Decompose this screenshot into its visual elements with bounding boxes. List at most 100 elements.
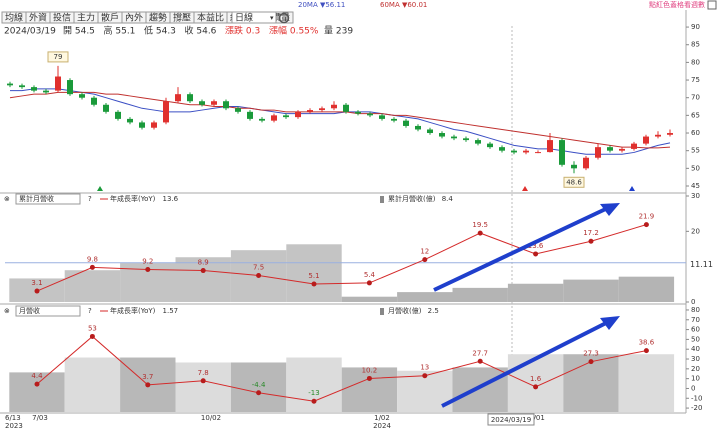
- yoy-label: 38.6: [639, 339, 655, 347]
- candle-body: [259, 118, 265, 121]
- y-tick-label: 60: [691, 326, 700, 334]
- dropdown[interactable]: [231, 11, 277, 24]
- info-item: 高 55.1: [104, 25, 136, 37]
- info-item: 漲跌 0.3: [225, 26, 260, 37]
- ma-line: [9, 91, 671, 149]
- yoy-label: 17.2: [583, 229, 599, 237]
- tab-label[interactable]: 投信: [53, 12, 71, 24]
- help[interactable]: ?: [88, 195, 92, 203]
- info-item: 量 239: [324, 26, 353, 37]
- panel-select[interactable]: [15, 193, 81, 205]
- help[interactable]: ?: [88, 307, 92, 315]
- yoy-line: [36, 224, 647, 292]
- candle-body: [547, 140, 553, 153]
- signal-marker: [522, 186, 528, 191]
- tab-label[interactable]: 分價量: [263, 13, 290, 24]
- revenue-bar: [64, 357, 121, 412]
- y-tick-label: -20: [691, 404, 702, 412]
- candle-body: [19, 85, 25, 88]
- yoy-point: [422, 257, 428, 263]
- candle-body: [331, 104, 337, 109]
- close-icon[interactable]: ⊗: [4, 195, 10, 203]
- y-tick-label: 0: [691, 298, 695, 306]
- y-tick-label: 20: [691, 365, 700, 373]
- candle-body: [463, 138, 469, 141]
- yoy-label: 9.8: [87, 255, 98, 263]
- trend-arrow: [433, 204, 613, 292]
- candle-body: [595, 147, 601, 158]
- line-legend: 年成長率(YoY): [110, 306, 156, 315]
- yoy-point: [643, 348, 649, 354]
- dropdown-text[interactable]: 日線: [235, 12, 253, 24]
- y-tick-label: 80: [691, 306, 700, 314]
- y-tick-label: 0: [691, 384, 695, 392]
- checkbox[interactable]: [707, 0, 717, 10]
- candle-body: [91, 97, 97, 105]
- candle-body: [283, 115, 289, 118]
- info-item: 低 54.3: [144, 25, 176, 37]
- yoy-label: 4.4: [31, 372, 43, 380]
- tab-label[interactable]: 撐壓: [173, 12, 191, 24]
- candle-body: [295, 111, 301, 118]
- candle-body: [151, 122, 157, 128]
- candle-body: [319, 108, 325, 111]
- y-tick-label: 70: [691, 94, 700, 102]
- yoy-point: [145, 382, 151, 388]
- y-tick-label: 10: [691, 375, 700, 383]
- candle-body: [343, 104, 349, 112]
- x-axis-year: 2023: [5, 422, 23, 430]
- tab-label[interactable]: 散戶: [101, 12, 119, 24]
- yoy-point: [477, 358, 483, 364]
- yoy-point: [366, 375, 372, 381]
- yoy-point: [643, 222, 649, 228]
- yoy-point: [34, 288, 40, 294]
- y-tick-label: -10: [691, 394, 702, 402]
- panel-select-label[interactable]: 累計月營收: [19, 194, 54, 203]
- candle-body: [127, 118, 133, 123]
- signal-marker: [629, 186, 635, 191]
- revenue-bar: [9, 372, 65, 412]
- yoy-label: 9.2: [142, 257, 153, 265]
- x-axis-year: 2024: [373, 422, 391, 430]
- revenue-bar: [618, 354, 675, 412]
- yoy-label: 19.5: [472, 221, 488, 229]
- panel-select-label[interactable]: 月營收: [19, 306, 40, 315]
- yoy-point: [200, 378, 206, 384]
- panel-select[interactable]: [15, 305, 81, 317]
- candle-body: [403, 120, 409, 126]
- revenue-bar: [507, 283, 564, 302]
- line-legend: 年成長率(YoY): [110, 194, 156, 203]
- yoy-label: 7.8: [198, 369, 209, 377]
- candle-body: [247, 111, 253, 119]
- yoy-label: 27.3: [583, 350, 599, 358]
- revenue-bar: [507, 354, 564, 412]
- y-tick-label: 30: [691, 192, 700, 200]
- candle-body: [187, 94, 193, 102]
- y-tick-label: 45: [691, 182, 700, 190]
- settings-icon[interactable]: [278, 12, 290, 24]
- candle-body: [523, 150, 529, 153]
- close-icon[interactable]: ⊗: [4, 307, 10, 315]
- info-item: 漲幅 0.55%: [269, 25, 319, 37]
- tab-label[interactable]: 均線: [5, 12, 23, 24]
- tab-label[interactable]: 內外: [125, 12, 143, 24]
- y-tick-label: 60: [691, 129, 700, 137]
- yoy-label: 53: [88, 324, 97, 332]
- tab-label[interactable]: 趨勢: [149, 12, 167, 24]
- candle-body: [103, 104, 109, 112]
- yoy-line: [36, 335, 647, 402]
- candle-body: [115, 111, 121, 119]
- tab-label[interactable]: 主力: [77, 12, 95, 24]
- tab-label[interactable]: 外資: [29, 12, 47, 24]
- y-tick-label: 50: [691, 335, 700, 343]
- x-axis-label: 4/01: [529, 414, 545, 422]
- revenue-bar: [230, 362, 287, 412]
- candle-body: [175, 94, 181, 102]
- yoy-point: [89, 264, 95, 270]
- y-tick-label: 85: [691, 41, 700, 49]
- yoy-label: 10.2: [362, 366, 378, 374]
- candle-body: [235, 108, 241, 112]
- tab-label[interactable]: 本益比: [197, 12, 224, 24]
- revenue-bar: [452, 367, 508, 412]
